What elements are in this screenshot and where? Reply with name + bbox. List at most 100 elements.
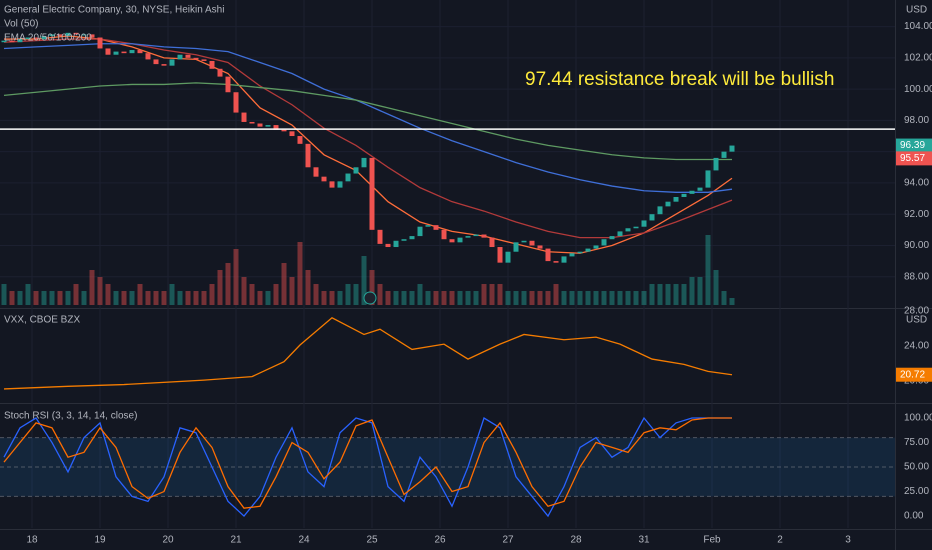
candle [193,57,199,60]
candle [441,229,447,240]
candle [729,145,735,152]
volume-bar [473,291,479,305]
candle [241,112,247,122]
x-tick-label: Feb [703,535,721,546]
volume-bar [585,291,591,305]
candle [585,248,591,252]
x-tick-label: 21 [230,535,242,546]
vxx-title: VXX, CBOE BZX [4,315,80,326]
volume-bar [569,291,575,305]
volume-bar [41,291,47,305]
y-tick-label: 75.00 [904,437,929,448]
volume-bar [233,249,239,305]
candle [233,92,239,113]
x-tick-label: 25 [366,535,378,546]
volume-bar [449,291,455,305]
y-tick-label: 24.00 [904,341,929,352]
volume-bar [641,291,647,305]
volume-bar [249,284,255,305]
y-tick-label: 94.00 [904,178,929,189]
ema-line [3,43,733,193]
candle [625,228,631,232]
candle [73,32,79,35]
y-tick-label: 0.00 [904,511,924,522]
volume-bar [33,291,39,305]
volume-bar [673,284,679,305]
candle [521,240,527,243]
x-tick-label: 24 [298,535,310,546]
candle [265,125,271,127]
candle [361,157,367,168]
volume-bar [601,291,607,305]
volume-bar [321,291,327,305]
volume-bar [497,284,503,305]
volume-bar [289,277,295,305]
indicator-line [3,417,732,509]
volume-bar [121,291,127,305]
volume-bar [65,291,71,305]
volume-bar [161,291,167,305]
volume-bar [529,291,535,305]
volume-bar [369,270,375,305]
volume-bar [433,291,439,305]
candle [497,247,503,263]
candle [553,261,559,263]
volume-bar [273,284,279,305]
volume-bar [561,291,567,305]
candle [425,225,431,227]
indicator-line [3,416,732,518]
earnings-icon[interactable] [363,291,377,305]
volume-bar [241,277,247,305]
y-tick-label: 25.00 [904,486,929,497]
x-tick-label: 31 [638,535,650,546]
volume-bar [305,270,311,305]
candle [577,251,583,254]
candle [609,236,615,240]
volume-bar [257,291,263,305]
volume-bar [385,291,391,305]
candle [657,206,663,215]
candle [417,226,423,237]
candle [81,34,87,36]
candle [473,234,479,237]
volume-bar [681,284,687,305]
volume-bar [297,242,303,305]
candle [569,253,575,257]
candle [161,64,167,66]
candle [489,237,495,248]
price-label-box [896,138,932,153]
volume-bar [617,291,623,305]
candle [697,187,703,191]
volume-bar [353,284,359,305]
volume-bar [129,291,135,305]
candle [41,35,47,40]
candle [217,68,223,77]
y-tick-label: 100.00 [904,84,932,95]
volume-bar [697,277,703,305]
y-tick-label: 100.00 [904,413,932,424]
volume-bar [57,291,63,305]
volume-bar [17,291,23,305]
candle [561,256,567,263]
y-tick-label: 98.00 [904,115,929,126]
candle [105,48,111,55]
volume-bar [417,284,423,305]
volume-bar [153,291,159,305]
candle [457,237,463,243]
volume-bar [521,291,527,305]
candle [633,226,639,229]
volume-bar [713,270,719,305]
candle [713,157,719,171]
candle [289,131,295,137]
candle [545,248,551,262]
symbol-title: General Electric Company, 30, NYSE, Heik… [4,5,224,16]
volume-bar [649,284,655,305]
volume-bar [265,291,271,305]
indicator-line [3,317,733,390]
candle [409,236,415,240]
annotation: 97.44 resistance break will be bullish [525,69,834,90]
y-tick-label: 88.00 [904,271,929,282]
candle [393,240,399,248]
x-tick-label: 28 [570,535,582,546]
candle [201,59,207,61]
